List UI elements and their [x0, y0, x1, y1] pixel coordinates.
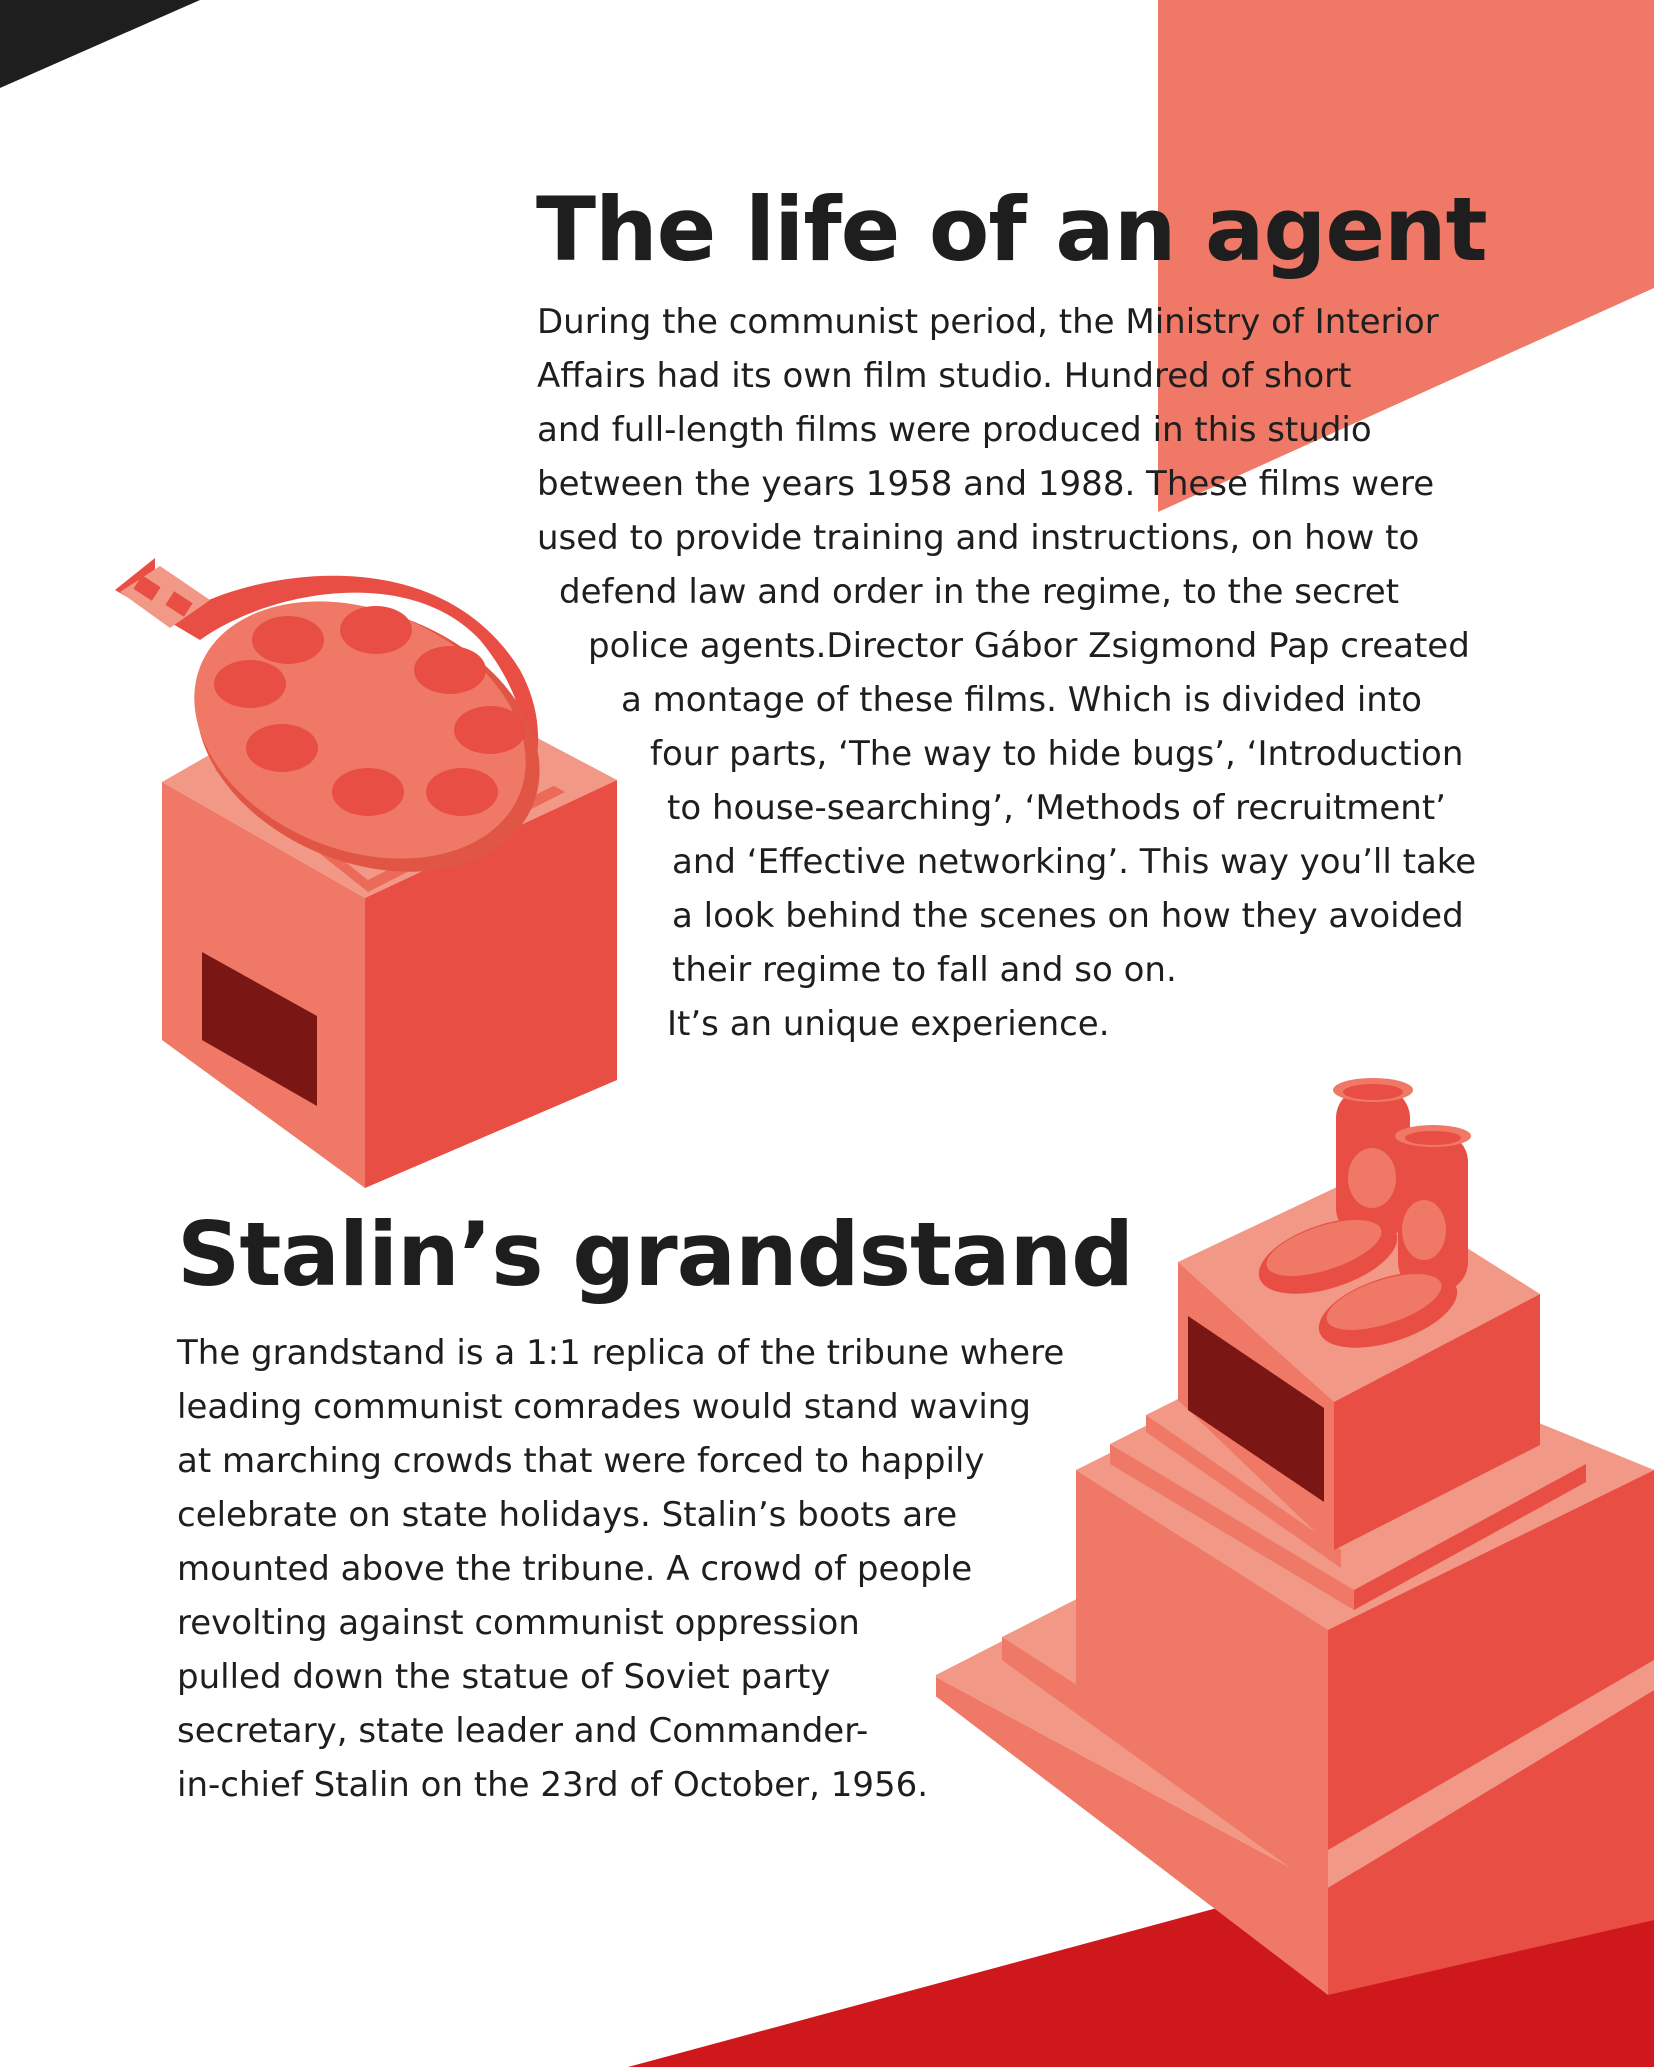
- body-text-line: leading communist comrades would stand w…: [177, 1387, 1031, 1427]
- body-text-line: defend law and order in the regime, to t…: [559, 572, 1400, 612]
- body-text-line: in-chief Stalin on the 23rd of October, …: [177, 1765, 929, 1805]
- pedestal-plaque: [202, 952, 317, 1106]
- body-text-line: their regime to fall and so on.: [672, 950, 1177, 990]
- body-text-line: used to provide training and instruction…: [537, 518, 1420, 558]
- boot-left-icon: [1258, 1078, 1413, 1294]
- body-text-line: police agents.Director Gábor Zsigmond Pa…: [588, 626, 1470, 666]
- body-text-line: at marching crowds that were forced to h…: [177, 1441, 985, 1481]
- film-frame: [133, 575, 161, 601]
- pedestal-right-face: [365, 780, 617, 1188]
- body-text-line: four parts, ‘The way to hide bugs’, ‘Int…: [650, 734, 1464, 774]
- body-text-line: revolting against communist oppression: [177, 1603, 860, 1643]
- body-text-line: and full-length films were produced in t…: [537, 410, 1372, 450]
- section-title-life-of-an-agent: The life of an agent: [536, 178, 1488, 281]
- body-text-line: celebrate on state holidays. Stalin’s bo…: [177, 1495, 958, 1535]
- top-right-salmon-shape: [1158, 0, 1654, 512]
- film-reel-pedestal-illustration: [115, 558, 617, 1188]
- grandstand-step-1-left: [1110, 1444, 1354, 1610]
- body-text-line: and ‘Effective networking’. This way you…: [672, 842, 1477, 882]
- body-text-line: It’s an unique experience.: [667, 1004, 1110, 1044]
- body-text-line: secretary, state leader and Commander-: [177, 1711, 869, 1751]
- body-text-line: a montage of these films. Which is divid…: [621, 680, 1422, 720]
- body-text-line: pulled down the statue of Soviet party: [177, 1657, 831, 1697]
- grandstand-step-3-right: [1328, 1690, 1654, 1995]
- body-text-line: to house-searching’, ‘Methods of recruit…: [667, 788, 1446, 828]
- body-text-line: The grandstand is a 1:1 replica of the t…: [177, 1333, 1065, 1373]
- grandstand-step-1-right: [1354, 1464, 1586, 1610]
- grandstand-step-0-left: [1146, 1415, 1341, 1568]
- boot-right-icon: [1318, 1125, 1471, 1348]
- corner-black-triangle: [0, 0, 200, 88]
- grandstand-step-3-left: [936, 1677, 1328, 1995]
- body-text-line: mounted above the tribune. A crowd of pe…: [177, 1549, 973, 1589]
- body-text-line: between the years 1958 and 1988. These f…: [537, 464, 1435, 504]
- tribune-plaque: [1188, 1316, 1324, 1502]
- tribune-right: [1334, 1294, 1540, 1550]
- grandstand-main-right: [1328, 1470, 1654, 1850]
- grandstand-main-left: [1076, 1470, 1328, 1850]
- film-frame: [165, 591, 193, 617]
- section-title-stalins-grandstand: Stalin’s grandstand: [177, 1203, 1134, 1306]
- grandstand-boots-illustration: [936, 1078, 1654, 1995]
- body-text-line: During the communist period, the Ministr…: [537, 302, 1439, 342]
- reel-holes: [214, 606, 526, 816]
- body-text-line: Affairs had its own film studio. Hundred…: [537, 356, 1352, 396]
- film-strip: [115, 558, 539, 830]
- body-text-line: a look behind the scenes on how they avo…: [672, 896, 1464, 936]
